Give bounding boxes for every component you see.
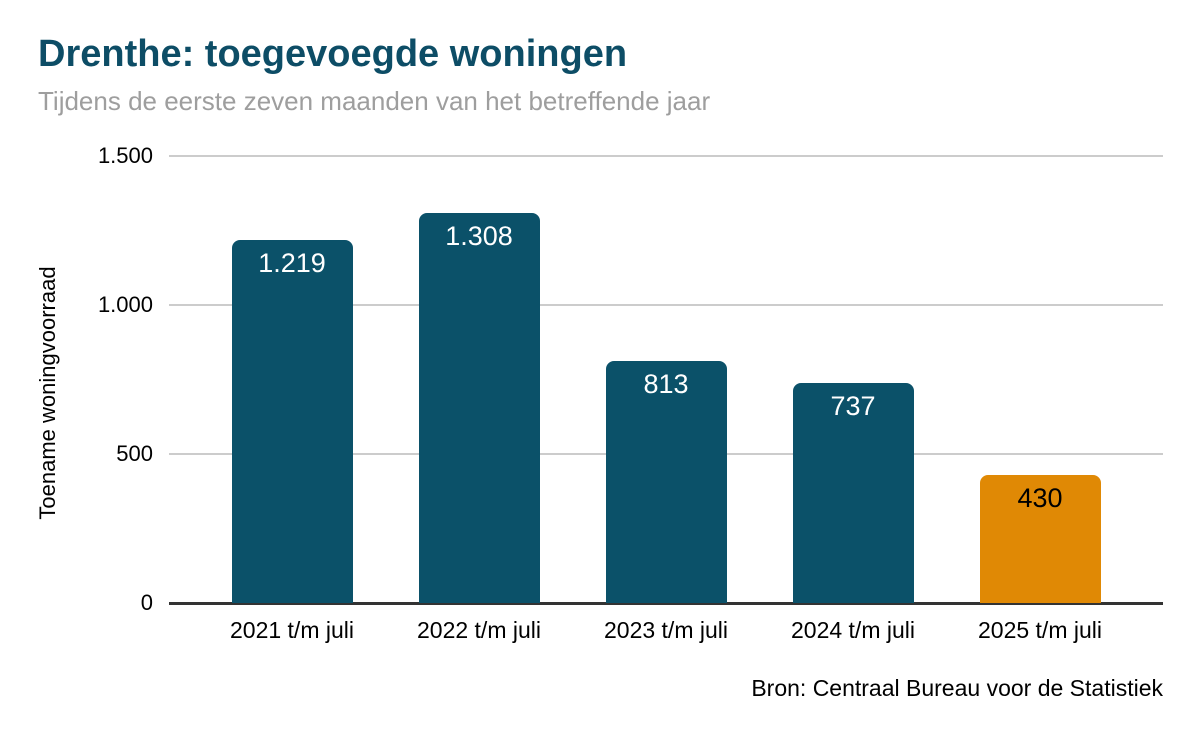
y-axis-tick: 1.000 <box>97 292 153 318</box>
chart-title: Drenthe: toegevoegde woningen <box>38 33 628 75</box>
x-axis-labels: 2021 t/m juli 2022 t/m juli 2023 t/m juli 2… <box>169 616 1163 646</box>
bar-value-label: 430 <box>1017 482 1063 513</box>
y-axis-tick: 0 <box>140 590 153 615</box>
y-axis-tick: 500 <box>116 441 153 467</box>
bar-2024: 737 <box>792 383 914 603</box>
bar-slot: 1.308 <box>386 156 572 603</box>
source-credit: Bron: Centraal Bureau voor de Statistiek <box>751 675 1163 701</box>
bar-slot: 430 <box>947 156 1133 603</box>
bar-value-label: 737 <box>830 391 876 422</box>
chart-subtitle: Tijdens de eerste zeven maanden van het … <box>38 86 711 116</box>
plot-area: 1.219 1.308 813 737 430 <box>169 155 1163 605</box>
x-axis-label: 2022 t/m juli <box>416 617 541 643</box>
bar-2025: 430 <box>979 474 1101 603</box>
bars: 1.219 1.308 813 737 430 <box>169 156 1163 603</box>
bar-value-label: 1.219 <box>258 247 326 278</box>
bar-value-label: 813 <box>643 368 689 399</box>
y-axis-tick: 1.500 <box>97 143 153 168</box>
bar-2021: 1.219 <box>231 239 353 603</box>
x-axis-label: 2025 t/m juli <box>977 617 1102 643</box>
gridline <box>169 304 1163 307</box>
bar-slot: 737 <box>760 156 946 603</box>
x-axis-label: 2021 t/m juli <box>229 617 354 643</box>
bar-2023: 813 <box>605 360 727 603</box>
x-axis-label: 2024 t/m juli <box>790 617 915 643</box>
bar-slot: 1.219 <box>199 156 385 603</box>
bar-value-label: 1.308 <box>445 221 513 252</box>
x-axis-label: 2023 t/m juli <box>603 617 728 643</box>
y-ticks: 0 500 1.000 1.500 <box>0 145 153 614</box>
gridline <box>169 155 1163 157</box>
bar-2022: 1.308 <box>418 213 540 603</box>
x-axis-line <box>169 601 1163 605</box>
bar-slot: 813 <box>573 156 759 603</box>
